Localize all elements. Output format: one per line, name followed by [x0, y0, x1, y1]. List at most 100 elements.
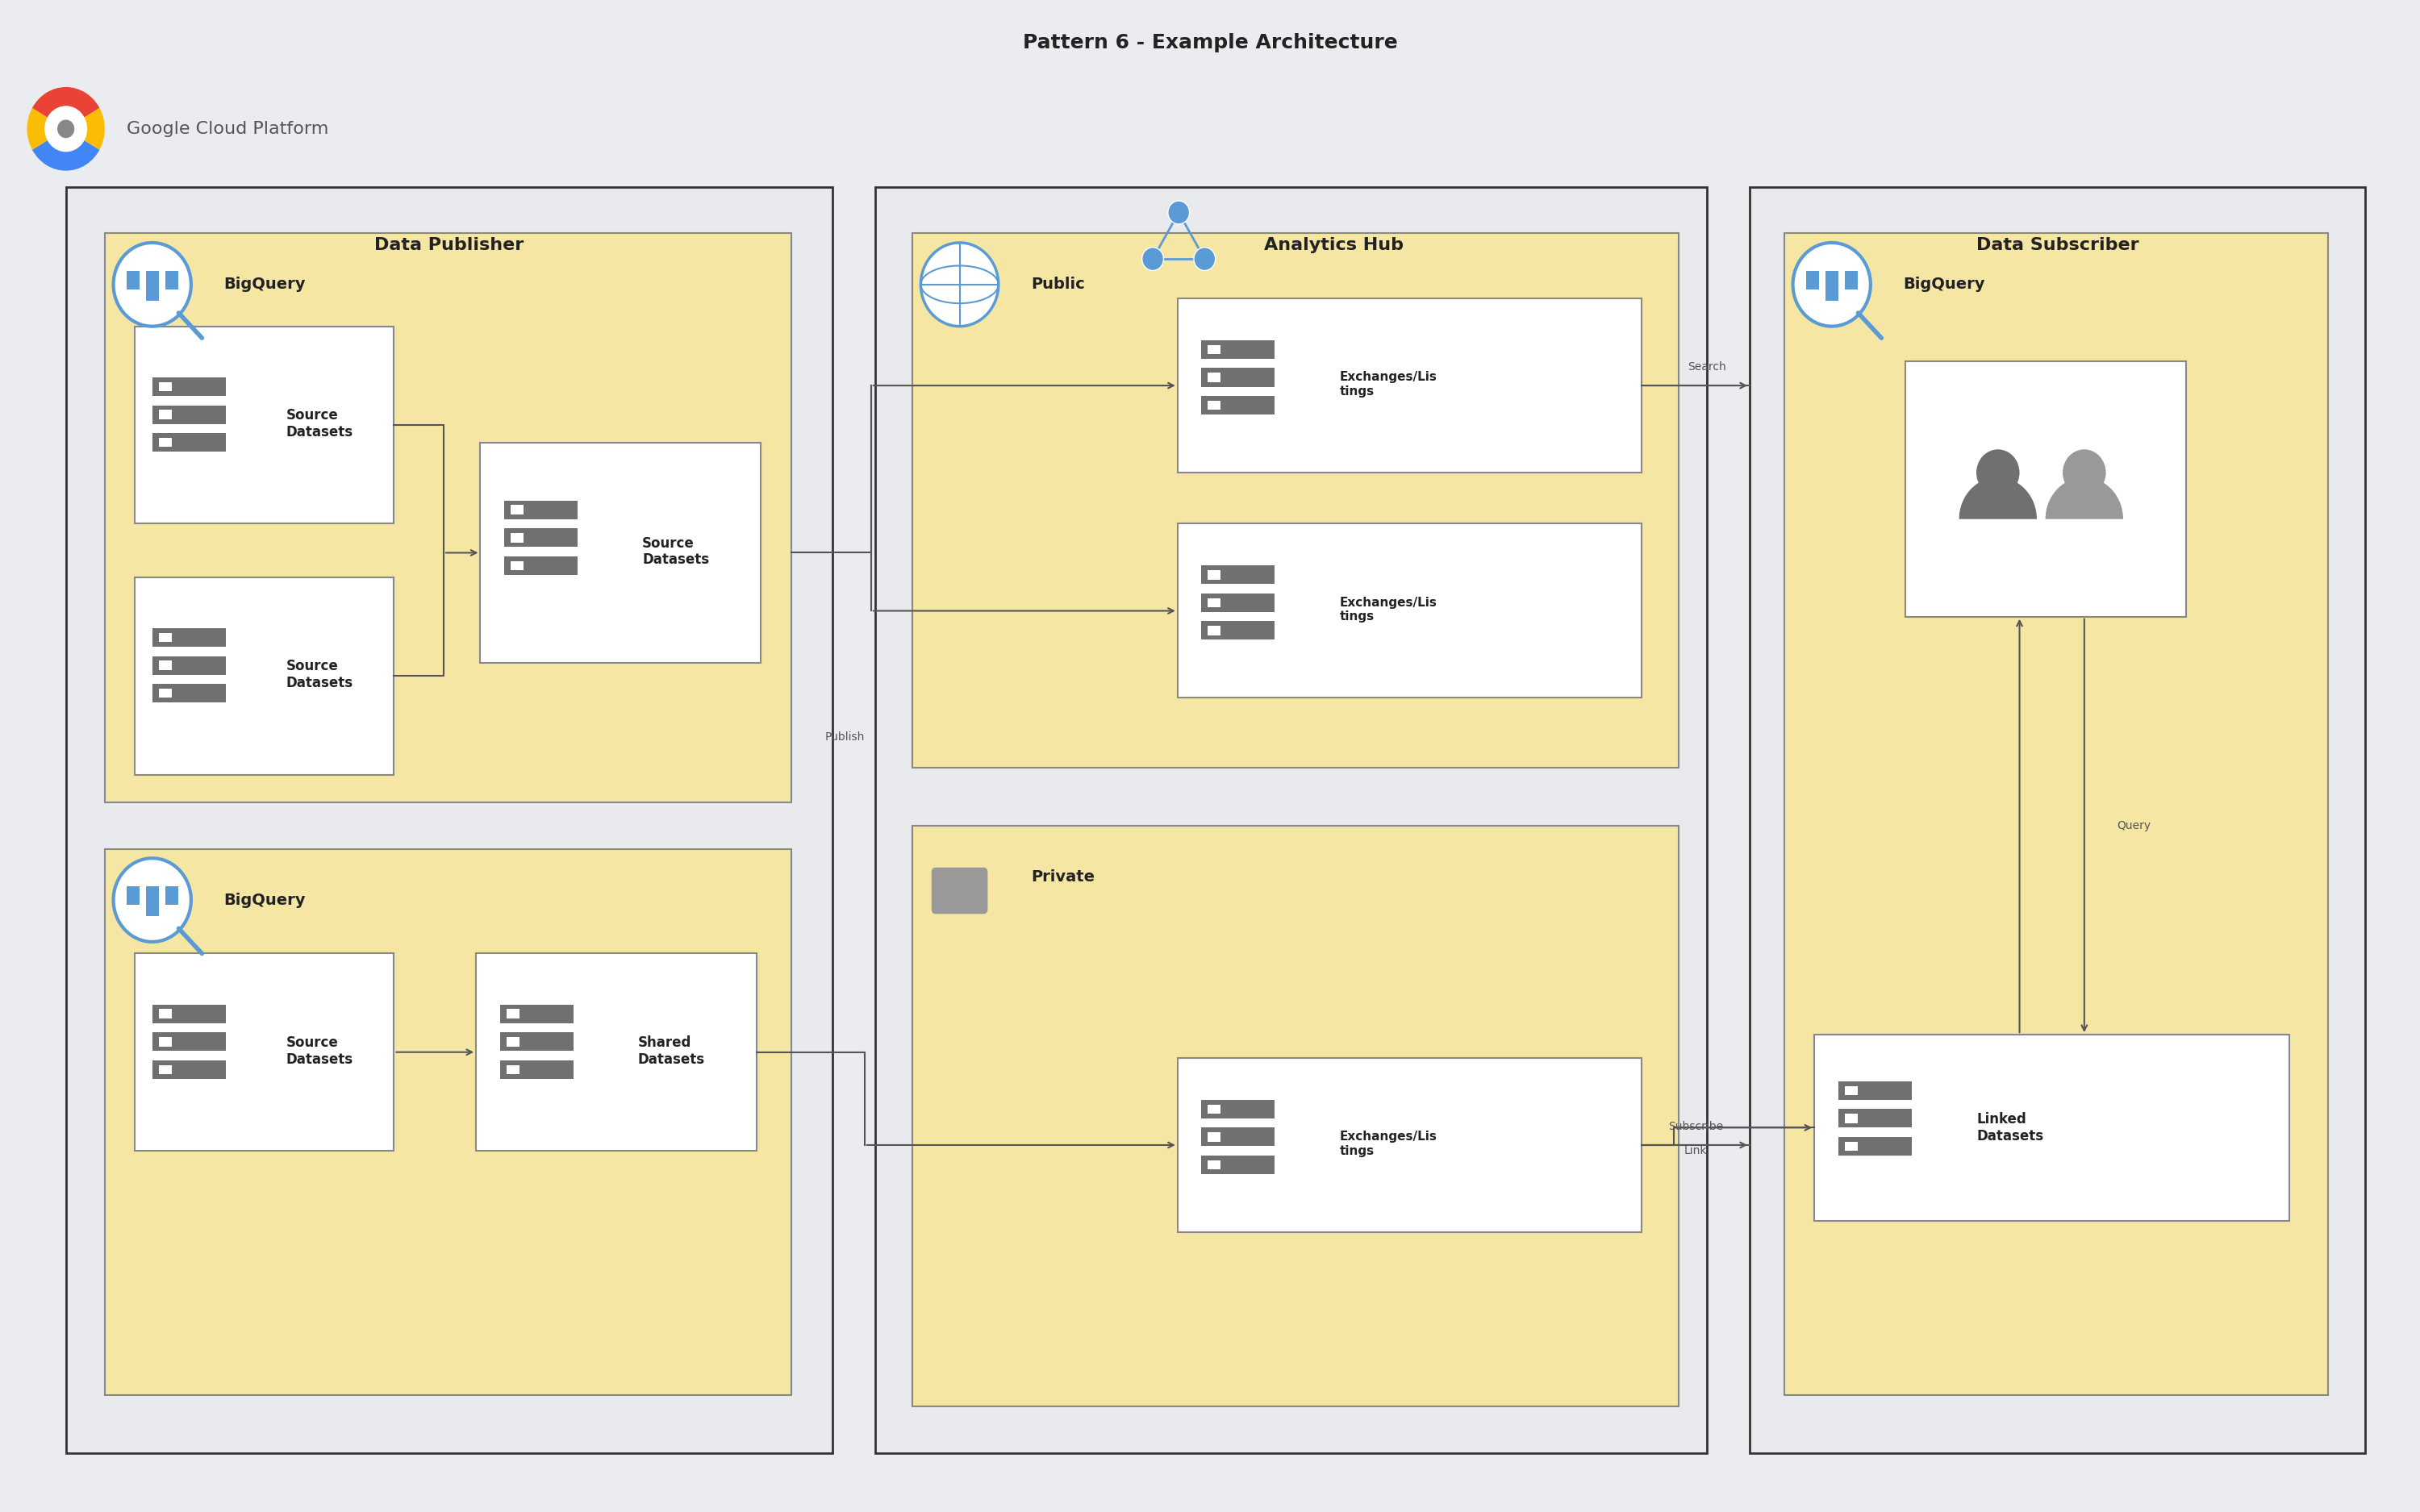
- Circle shape: [58, 119, 75, 138]
- Bar: [160, 438, 172, 448]
- Bar: [1208, 1132, 1220, 1142]
- Bar: [1844, 1086, 1859, 1095]
- Bar: [1200, 396, 1275, 414]
- Bar: [506, 1037, 520, 1046]
- Bar: [1200, 340, 1275, 358]
- Bar: [1200, 1128, 1275, 1146]
- Bar: [1208, 599, 1220, 608]
- Bar: [1844, 271, 1859, 289]
- Bar: [876, 187, 1706, 1453]
- Bar: [160, 383, 172, 392]
- Text: Google Cloud Platform: Google Cloud Platform: [126, 121, 329, 138]
- Bar: [1179, 523, 1641, 699]
- Bar: [1784, 233, 2328, 1394]
- Bar: [152, 432, 225, 452]
- Text: BigQuery: BigQuery: [223, 892, 305, 907]
- Text: Exchanges/Lis
tings: Exchanges/Lis tings: [1341, 372, 1437, 398]
- Bar: [1905, 361, 2185, 617]
- Bar: [1179, 1058, 1641, 1232]
- Text: Linked
Datasets: Linked Datasets: [1977, 1111, 2042, 1143]
- Bar: [136, 954, 394, 1151]
- Bar: [152, 683, 225, 703]
- Bar: [511, 534, 523, 543]
- Bar: [145, 271, 160, 301]
- Bar: [1200, 565, 1275, 584]
- Bar: [506, 1009, 520, 1019]
- Bar: [165, 886, 179, 904]
- FancyBboxPatch shape: [932, 868, 987, 913]
- Text: Private: Private: [1031, 869, 1094, 885]
- Bar: [1208, 570, 1220, 579]
- Bar: [152, 378, 225, 396]
- Bar: [1208, 345, 1220, 354]
- Bar: [1200, 1155, 1275, 1175]
- Bar: [506, 1064, 520, 1074]
- Bar: [126, 271, 140, 289]
- Bar: [511, 561, 523, 570]
- Text: Analytics Hub: Analytics Hub: [1263, 237, 1404, 253]
- Bar: [104, 233, 791, 803]
- Bar: [912, 826, 1679, 1406]
- Bar: [65, 187, 832, 1453]
- Bar: [1825, 271, 1839, 301]
- Text: Subscribe: Subscribe: [1667, 1120, 1723, 1132]
- Wedge shape: [1960, 478, 2038, 519]
- Bar: [503, 500, 578, 519]
- Bar: [126, 886, 140, 904]
- Bar: [912, 233, 1679, 768]
- Bar: [503, 528, 578, 547]
- Text: Exchanges/Lis
tings: Exchanges/Lis tings: [1341, 1131, 1437, 1157]
- Circle shape: [2062, 449, 2105, 496]
- Bar: [1208, 626, 1220, 635]
- Wedge shape: [65, 107, 104, 150]
- Bar: [1179, 298, 1641, 473]
- Text: Search: Search: [1687, 361, 1725, 372]
- Bar: [160, 634, 172, 643]
- Circle shape: [44, 106, 87, 151]
- Circle shape: [1793, 243, 1871, 327]
- Bar: [1839, 1108, 1912, 1128]
- Text: Public: Public: [1031, 277, 1084, 292]
- Bar: [1805, 271, 1820, 289]
- Wedge shape: [27, 107, 65, 150]
- Bar: [136, 327, 394, 523]
- Bar: [501, 1033, 574, 1051]
- Bar: [1844, 1142, 1859, 1151]
- Text: Source
Datasets: Source Datasets: [641, 535, 709, 567]
- Text: Shared
Datasets: Shared Datasets: [639, 1036, 704, 1066]
- Bar: [1208, 1104, 1220, 1114]
- Bar: [501, 1004, 574, 1024]
- Bar: [1839, 1137, 1912, 1155]
- Circle shape: [1142, 248, 1164, 271]
- Bar: [160, 1009, 172, 1019]
- Bar: [136, 578, 394, 774]
- Bar: [165, 271, 179, 289]
- Text: Source
Datasets: Source Datasets: [286, 1036, 353, 1066]
- Bar: [160, 1064, 172, 1074]
- Circle shape: [114, 859, 191, 942]
- Bar: [1208, 373, 1220, 383]
- Circle shape: [920, 243, 999, 327]
- Bar: [1200, 621, 1275, 640]
- Text: Exchanges/Lis
tings: Exchanges/Lis tings: [1341, 597, 1437, 623]
- Bar: [511, 505, 523, 514]
- Bar: [160, 410, 172, 419]
- Bar: [503, 556, 578, 575]
- Bar: [160, 688, 172, 699]
- Wedge shape: [31, 129, 99, 171]
- Bar: [501, 1060, 574, 1080]
- Bar: [1200, 367, 1275, 387]
- Text: Source
Datasets: Source Datasets: [286, 659, 353, 691]
- Bar: [152, 1004, 225, 1024]
- Text: Pattern 6 - Example Architecture: Pattern 6 - Example Architecture: [1024, 33, 1396, 53]
- Circle shape: [1169, 201, 1191, 224]
- Text: Data Subscriber: Data Subscriber: [1977, 237, 2139, 253]
- Bar: [477, 954, 757, 1151]
- Bar: [152, 656, 225, 674]
- Circle shape: [1977, 449, 2021, 496]
- Bar: [1208, 1160, 1220, 1169]
- Wedge shape: [31, 88, 99, 129]
- Bar: [1815, 1034, 2289, 1220]
- Wedge shape: [2045, 478, 2122, 519]
- Bar: [152, 629, 225, 647]
